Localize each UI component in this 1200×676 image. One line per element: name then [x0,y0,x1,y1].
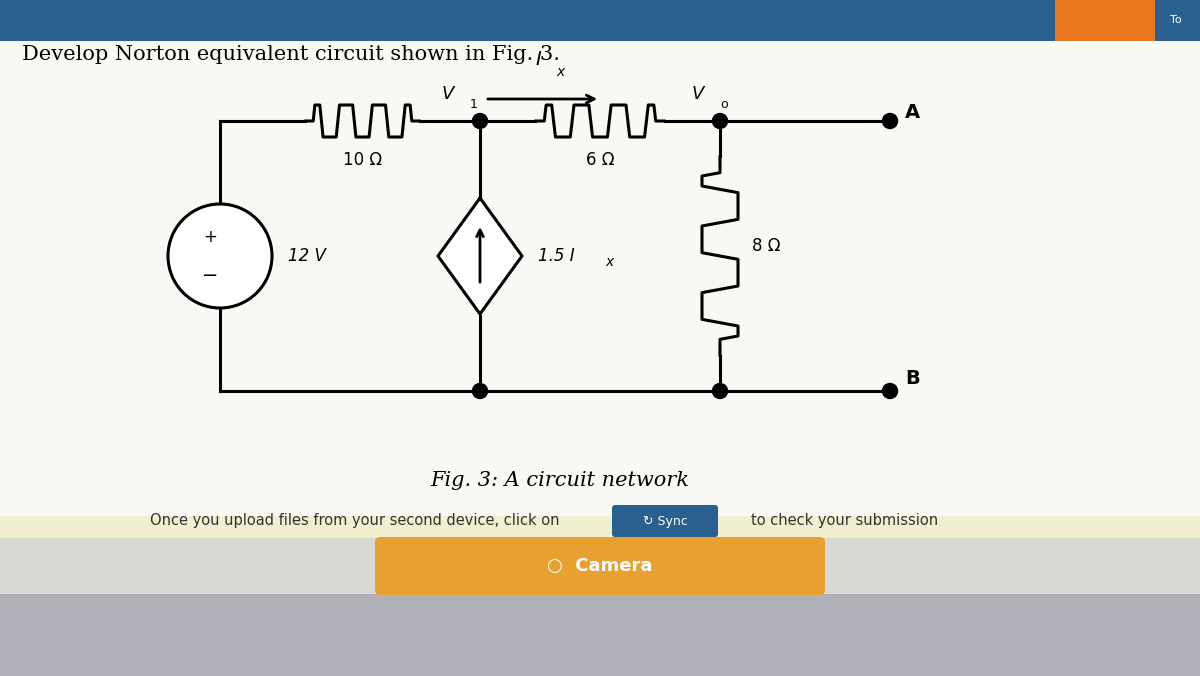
Bar [0,516,1200,538]
Circle shape [713,383,727,398]
Text: 1: 1 [470,98,478,111]
Bar [0,538,1200,594]
Text: to check your submission: to check your submission [751,514,938,529]
Text: Develop Norton equivalent circuit shown in Fig. 3.: Develop Norton equivalent circuit shown … [22,45,560,64]
Bar [0,41,1200,594]
Text: 8 Ω: 8 Ω [752,237,780,255]
Text: To: To [1170,15,1182,25]
Text: x: x [605,255,613,269]
FancyBboxPatch shape [374,537,826,595]
Circle shape [882,114,898,128]
Text: A: A [905,103,920,122]
Text: I: I [535,50,541,69]
Text: ↻ Sync: ↻ Sync [643,514,688,527]
Text: V: V [442,85,454,103]
Circle shape [882,383,898,398]
Text: 6 Ω: 6 Ω [586,151,614,169]
Text: o: o [720,98,727,111]
Text: B: B [905,370,919,389]
Text: −: − [202,266,218,285]
Bar [1055,0,1154,41]
Text: +: + [203,228,217,246]
Polygon shape [438,198,522,314]
Circle shape [473,383,487,398]
Text: x: x [556,65,564,79]
Text: V: V [692,85,704,103]
Text: 12 V: 12 V [288,247,326,265]
Bar [0,41,1200,521]
Bar [0,0,1200,41]
Text: Once you upload files from your second device, click on: Once you upload files from your second d… [150,514,559,529]
Circle shape [473,114,487,128]
FancyBboxPatch shape [612,505,718,537]
Text: 10 Ω: 10 Ω [343,151,382,169]
Text: 1.5 I: 1.5 I [538,247,575,265]
Text: ○  Camera: ○ Camera [547,557,653,575]
Circle shape [713,114,727,128]
Circle shape [168,204,272,308]
Text: Fig. 3: A circuit network: Fig. 3: A circuit network [431,471,690,491]
